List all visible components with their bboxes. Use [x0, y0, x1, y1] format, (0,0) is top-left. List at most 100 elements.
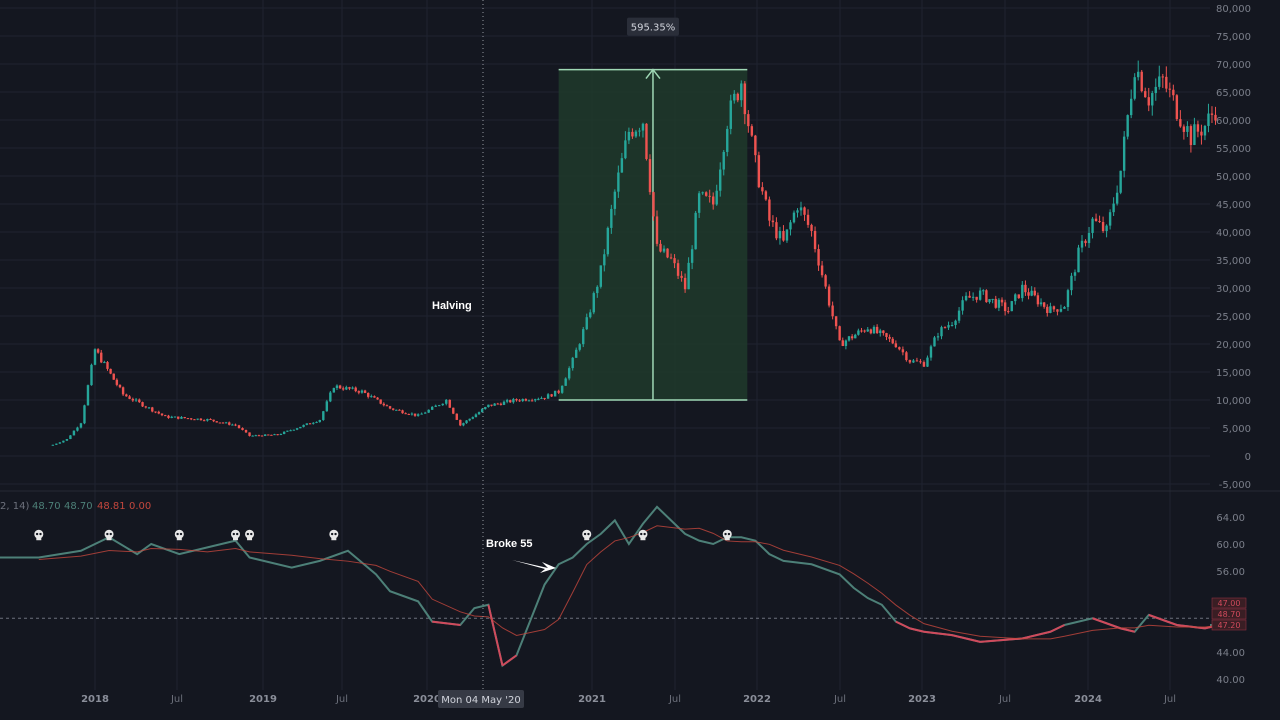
- candle-body[interactable]: [1193, 124, 1196, 146]
- candle-body[interactable]: [1115, 192, 1119, 204]
- candle-body[interactable]: [869, 329, 873, 334]
- candle-body[interactable]: [370, 396, 373, 398]
- candle-body[interactable]: [332, 388, 336, 393]
- candle-body[interactable]: [771, 220, 775, 223]
- candle-body[interactable]: [308, 423, 312, 425]
- candle-body[interactable]: [388, 406, 392, 409]
- candle-body[interactable]: [831, 305, 834, 317]
- candle-body[interactable]: [1003, 302, 1007, 312]
- candle-body[interactable]: [1021, 284, 1024, 299]
- candle-body[interactable]: [1158, 76, 1161, 87]
- candle-body[interactable]: [736, 93, 739, 101]
- candle-body[interactable]: [1073, 272, 1077, 276]
- candle-body[interactable]: [680, 275, 683, 278]
- candle-body[interactable]: [164, 415, 167, 417]
- candle-body[interactable]: [376, 397, 379, 400]
- candle-body[interactable]: [747, 114, 750, 127]
- candle-body[interactable]: [582, 329, 585, 345]
- candle-body[interactable]: [1017, 294, 1020, 299]
- candle-body[interactable]: [971, 296, 975, 298]
- candle-body[interactable]: [863, 330, 866, 332]
- candle-body[interactable]: [62, 440, 65, 443]
- candle-body[interactable]: [509, 400, 512, 403]
- candle-body[interactable]: [1137, 71, 1140, 78]
- candle-body[interactable]: [1172, 89, 1175, 96]
- candle-body[interactable]: [950, 324, 954, 326]
- candle-body[interactable]: [338, 385, 342, 389]
- candle-body[interactable]: [254, 435, 257, 437]
- candle-body[interactable]: [55, 443, 58, 445]
- candle-body[interactable]: [708, 195, 711, 197]
- candle-body[interactable]: [354, 387, 357, 392]
- candle-body[interactable]: [518, 400, 521, 402]
- candle-body[interactable]: [1066, 290, 1070, 307]
- candle-body[interactable]: [1189, 126, 1193, 146]
- candle-body[interactable]: [112, 373, 115, 380]
- candle-body[interactable]: [221, 422, 225, 424]
- candle-body[interactable]: [228, 422, 231, 425]
- candle-body[interactable]: [106, 362, 109, 369]
- candle-body[interactable]: [578, 344, 581, 350]
- indicator-pane[interactable]: [0, 505, 1220, 668]
- candle-body[interactable]: [888, 336, 891, 339]
- candle-body[interactable]: [196, 418, 199, 420]
- candle-body[interactable]: [420, 413, 423, 415]
- candle-body[interactable]: [1122, 136, 1126, 171]
- candle-body[interactable]: [540, 397, 543, 399]
- candle-body[interactable]: [543, 397, 546, 399]
- candle-body[interactable]: [585, 317, 588, 330]
- candle-body[interactable]: [1027, 292, 1030, 296]
- candle-body[interactable]: [477, 412, 481, 415]
- candle-body[interactable]: [885, 333, 888, 337]
- candle-body[interactable]: [427, 409, 430, 413]
- candle-body[interactable]: [212, 419, 215, 422]
- candle-body[interactable]: [634, 131, 638, 137]
- candle-body[interactable]: [792, 212, 796, 223]
- candle-body[interactable]: [641, 123, 645, 131]
- candle-body[interactable]: [1098, 220, 1101, 223]
- candle-body[interactable]: [465, 420, 468, 424]
- candle-body[interactable]: [645, 123, 648, 160]
- candle-body[interactable]: [1154, 86, 1157, 94]
- candle-body[interactable]: [785, 229, 789, 241]
- candle-body[interactable]: [546, 394, 550, 399]
- candle-body[interactable]: [799, 207, 803, 211]
- candle-body[interactable]: [202, 420, 206, 422]
- candle-body[interactable]: [610, 208, 613, 228]
- candle-body[interactable]: [915, 360, 919, 362]
- candlestick-series[interactable]: [51, 60, 1217, 446]
- candle-body[interactable]: [933, 337, 936, 347]
- candle-body[interactable]: [1049, 306, 1052, 313]
- candle-body[interactable]: [740, 83, 743, 101]
- candle-body[interactable]: [606, 227, 610, 255]
- candle-body[interactable]: [1030, 290, 1033, 296]
- candle-body[interactable]: [351, 387, 354, 389]
- candle-body[interactable]: [273, 434, 276, 436]
- candle-body[interactable]: [401, 410, 404, 414]
- candle-body[interactable]: [985, 290, 988, 303]
- candle-body[interactable]: [817, 249, 820, 266]
- candle-body[interactable]: [638, 130, 641, 132]
- candle-body[interactable]: [1119, 170, 1122, 193]
- candle-body[interactable]: [1007, 311, 1010, 313]
- candle-body[interactable]: [1052, 306, 1056, 310]
- candle-body[interactable]: [189, 418, 193, 420]
- candle-body[interactable]: [575, 349, 578, 358]
- candle-body[interactable]: [257, 435, 261, 437]
- candle-body[interactable]: [564, 378, 567, 386]
- candle-body[interactable]: [743, 83, 747, 115]
- candle-body[interactable]: [1161, 76, 1164, 78]
- candle-body[interactable]: [1084, 240, 1087, 244]
- candle-body[interactable]: [512, 399, 515, 403]
- candle-body[interactable]: [391, 408, 395, 410]
- candle-body[interactable]: [850, 336, 854, 339]
- candle-body[interactable]: [782, 231, 785, 241]
- candle-body[interactable]: [847, 336, 851, 341]
- candle-body[interactable]: [423, 412, 427, 414]
- candle-body[interactable]: [502, 401, 506, 405]
- candle-body[interactable]: [357, 391, 361, 393]
- candle-body[interactable]: [96, 349, 100, 353]
- candle-body[interactable]: [676, 263, 680, 276]
- candle-body[interactable]: [410, 413, 414, 415]
- candle-body[interactable]: [79, 423, 83, 428]
